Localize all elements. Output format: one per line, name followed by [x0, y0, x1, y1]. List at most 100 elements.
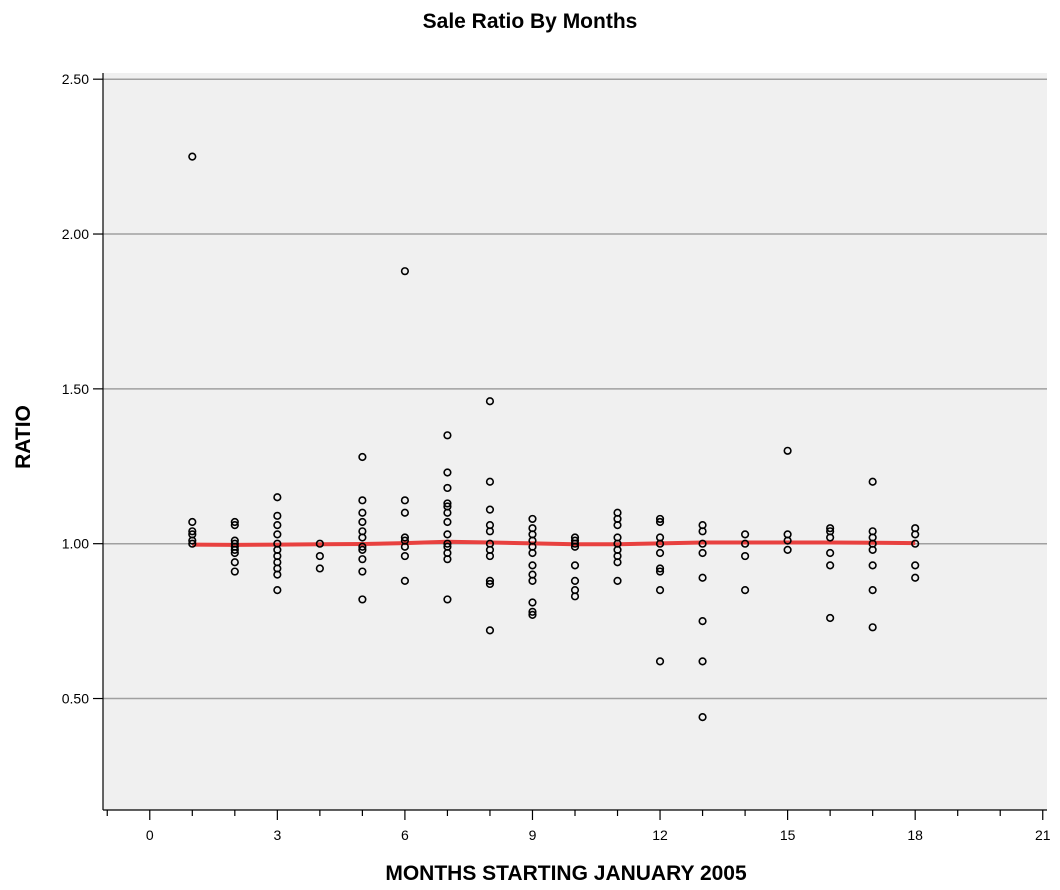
- data-point: [485, 477, 495, 486]
- data-point: [188, 152, 197, 161]
- data-point: [315, 539, 324, 548]
- data-point: [826, 613, 835, 623]
- data-point: [783, 536, 792, 545]
- data-point: [698, 527, 707, 536]
- data-point: [485, 576, 495, 585]
- data-point: [570, 561, 580, 570]
- data-point: [698, 548, 707, 558]
- data-point: [273, 586, 282, 595]
- data-point: [273, 493, 282, 502]
- data-point: [485, 527, 495, 536]
- data-point: [358, 595, 367, 604]
- data-point: [273, 570, 282, 579]
- data-point: [740, 530, 750, 539]
- y-tick-label: 2.50: [62, 71, 89, 87]
- data-point: [783, 446, 792, 455]
- data-points: [188, 152, 920, 722]
- data-point: [655, 586, 665, 595]
- plot-area: [103, 73, 1047, 810]
- data-point: [911, 573, 920, 582]
- data-point: [443, 555, 452, 564]
- data-point: [570, 539, 580, 548]
- x-tick-label: 9: [529, 827, 537, 843]
- data-point: [315, 551, 324, 561]
- data-point: [528, 548, 537, 558]
- data-point: [400, 267, 410, 276]
- data-point: [400, 533, 410, 542]
- data-point: [826, 524, 835, 533]
- x-tick-label: 18: [907, 827, 923, 843]
- data-point: [528, 576, 537, 585]
- data-point: [443, 499, 452, 508]
- data-point: [740, 586, 750, 595]
- data-point: [655, 517, 665, 527]
- data-point: [613, 521, 622, 530]
- data-point: [911, 561, 920, 570]
- data-point: [443, 483, 452, 493]
- data-point: [570, 576, 580, 585]
- data-point: [826, 561, 835, 570]
- data-point: [655, 567, 665, 576]
- data-point: [230, 558, 239, 567]
- data-point: [443, 595, 452, 604]
- data-point: [188, 517, 197, 527]
- data-point: [698, 617, 707, 626]
- y-tick-label: 2.00: [62, 226, 89, 242]
- data-point: [868, 561, 877, 570]
- data-point: [485, 505, 495, 514]
- data-point: [528, 610, 537, 620]
- data-point: [443, 431, 452, 440]
- data-point: [443, 508, 452, 517]
- data-point: [485, 397, 495, 406]
- data-point: [443, 539, 452, 548]
- data-point: [655, 539, 665, 548]
- data-point: [273, 511, 282, 520]
- x-axis-title: MONTHS STARTING JANUARY 2005: [385, 862, 747, 885]
- data-point: [868, 477, 877, 486]
- data-point: [911, 530, 920, 539]
- data-point: [230, 545, 239, 554]
- data-point: [230, 521, 239, 530]
- data-point: [485, 579, 495, 589]
- data-point: [400, 508, 410, 517]
- data-point: [400, 496, 410, 505]
- data-point: [358, 567, 367, 576]
- data-point: [443, 468, 452, 477]
- data-point: [358, 496, 367, 505]
- data-point: [443, 530, 452, 539]
- data-point: [358, 545, 367, 554]
- data-point: [485, 626, 495, 635]
- data-point: [443, 517, 452, 527]
- data-point: [698, 713, 707, 722]
- y-tick-label: 1.50: [62, 381, 89, 397]
- data-point: [230, 567, 239, 576]
- data-point: [740, 551, 750, 561]
- y-tick-label: 0.50: [62, 691, 89, 707]
- x-tick-label: 0: [146, 827, 154, 843]
- y-axis-title: RATIO: [12, 405, 35, 469]
- data-point: [188, 536, 197, 545]
- data-point: [528, 514, 537, 524]
- data-point: [358, 533, 367, 542]
- chart-title: Sale Ratio By Months: [423, 10, 638, 33]
- data-point: [358, 517, 367, 527]
- data-point: [358, 542, 367, 551]
- data-point: [400, 576, 410, 585]
- data-point: [655, 564, 665, 573]
- data-point: [358, 555, 367, 564]
- data-point: [230, 517, 239, 527]
- data-point: [273, 521, 282, 530]
- data-point: [570, 542, 580, 551]
- data-point: [613, 558, 622, 567]
- data-point: [528, 607, 537, 616]
- data-point: [273, 530, 282, 539]
- fit-line-group: [192, 539, 916, 547]
- data-point: [826, 548, 835, 558]
- data-point: [655, 514, 665, 524]
- data-point: [188, 539, 197, 548]
- data-point: [911, 539, 920, 548]
- data-point: [485, 551, 495, 561]
- data-point: [400, 551, 410, 561]
- data-point: [315, 564, 324, 573]
